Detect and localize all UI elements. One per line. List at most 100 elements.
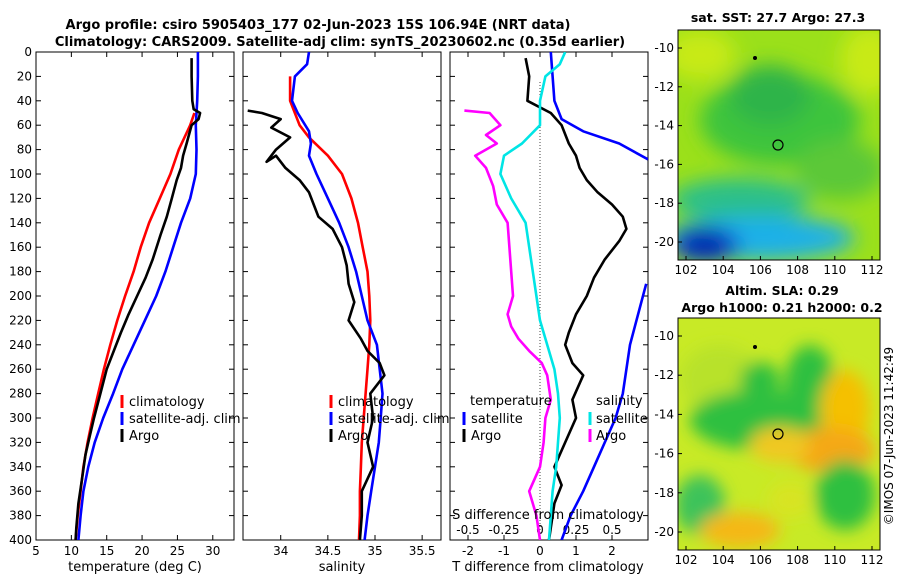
legend-label-t-satellite: satellite — [471, 412, 523, 427]
y-tick-label: 360 — [9, 484, 32, 498]
map-y-tick-label: -10 — [654, 41, 674, 55]
map-x-tick-label: 110 — [823, 553, 846, 567]
map-x-tick-label: 108 — [786, 553, 809, 567]
sla-map-title-line2: Argo h1000: 0.21 h2000: 0.2 — [681, 300, 882, 315]
y-tick-label: 80 — [17, 143, 32, 157]
credit-text: ©IMOS 07-Jun-2023 11:42:49 — [882, 347, 896, 525]
legend-label-satellite: satellite-adj. clim — [129, 412, 241, 427]
map-y-tick-label: -12 — [654, 80, 674, 94]
x-tick-label: -1 — [498, 544, 510, 558]
map-x-tick-label: 104 — [712, 263, 735, 277]
map-x-tick-label: 110 — [823, 263, 846, 277]
y-tick-label: 320 — [9, 435, 32, 449]
float-track-dot — [753, 345, 757, 349]
map-y-tick-label: -20 — [654, 235, 674, 249]
y-tick-label: 160 — [9, 240, 32, 254]
sst-map: sat. SST: 27.7 Argo: 27.3 102 104 106 108 11… — [654, 10, 884, 277]
series-line-satellite-adj-clim — [77, 52, 200, 540]
series-line-t-argo — [524, 57, 628, 540]
s-tick-label: -0.5 — [456, 523, 479, 537]
map-y-tick-label: -12 — [654, 368, 674, 382]
y-tick-label: 140 — [9, 216, 32, 230]
y-tick-label: 300 — [9, 411, 32, 425]
y-tick-label: 180 — [9, 265, 32, 279]
y-tick-label: 40 — [17, 94, 32, 108]
y-tick-label: 400 — [9, 533, 32, 547]
difference-legend: temperature satellite Argo salinity sate… — [462, 394, 648, 444]
x-tick-label: 5 — [32, 544, 40, 558]
y-tick-label: 200 — [9, 289, 32, 303]
map-y-tick-label: -20 — [654, 525, 674, 539]
temperature-legend: climatology satellite-adj. clim Argo — [120, 395, 241, 444]
y-tick-label: 380 — [9, 509, 32, 523]
series-group — [247, 52, 386, 540]
y-tick-label: 220 — [9, 313, 32, 327]
figure-title-line1: Argo profile: csiro 5905403_177 02-Jun-2… — [66, 18, 571, 33]
map-x-tick-label: 106 — [749, 263, 772, 277]
x-tick-label: 2 — [608, 544, 616, 558]
x-tick-label: 35 — [367, 544, 382, 558]
plot-frame — [35, 51, 235, 541]
legend-label-climatology: climatology — [129, 395, 205, 410]
series-line-argo — [247, 109, 386, 540]
map-x-tick-label: 102 — [675, 263, 698, 277]
series-line-t-satellite — [549, 52, 648, 161]
x-tick-label: 35.5 — [409, 544, 436, 558]
x-tick-label: 15 — [99, 544, 114, 558]
map-y-tick-label: -14 — [654, 119, 674, 133]
salinity-panel: 34 34.5 35 35.5 — [242, 51, 442, 558]
y-tick-label: 240 — [9, 338, 32, 352]
map-x-tick-label: 104 — [712, 553, 735, 567]
x-tick-label: 20 — [134, 544, 149, 558]
legend-header-temperature: temperature — [470, 394, 552, 409]
legend-header-salinity: salinity — [596, 394, 643, 409]
s-tick-label: 0.5 — [602, 523, 621, 537]
map-y-tick-label: -18 — [654, 196, 674, 210]
y-tick-label: 280 — [9, 387, 32, 401]
sst-map-title: sat. SST: 27.7 Argo: 27.3 — [691, 10, 865, 25]
x-tick-label: 10 — [64, 544, 79, 558]
y-tick-label: 20 — [17, 69, 32, 83]
temperature-xlabel: temperature (deg C) — [68, 560, 202, 575]
legend-label-t-argo: Argo — [471, 429, 501, 444]
x-tick-label: -2 — [462, 544, 474, 558]
sla-map: Altim. SLA: 0.29 Argo h1000: 0.21 h2000:… — [654, 283, 883, 567]
difference-xlabel: T difference from climatology — [451, 560, 644, 575]
difference-xlabel-top: S difference from climatology — [452, 508, 644, 523]
temperature-panel: 0 20 40 60 80 100 120 140 160 180 200 220 240 260 280 3… — [9, 45, 235, 558]
argo-position-marker — [772, 139, 784, 151]
x-tick-label: 1 — [572, 544, 580, 558]
series-group — [74, 52, 202, 540]
legend-label-climatology: climatology — [338, 395, 414, 410]
sla-map-title-line1: Altim. SLA: 0.29 — [725, 283, 838, 298]
map-y-tick-label: -14 — [654, 407, 674, 421]
x-tick-label: 34 — [273, 544, 288, 558]
map-y-tick-label: -10 — [654, 329, 674, 343]
series-line-argo — [74, 58, 202, 540]
series-line-climatology — [288, 76, 372, 540]
y-tick-label: 340 — [9, 460, 32, 474]
map-y-tick-label: -16 — [654, 157, 674, 171]
figure-title-line2: Climatology: CARS2009. Satellite-adj cli… — [55, 35, 625, 50]
map-x-tick-label: 102 — [675, 553, 698, 567]
salinity-legend: climatology satellite-adj. clim Argo — [329, 395, 450, 444]
legend-label-s-argo: Argo — [596, 429, 626, 444]
float-track-dot — [753, 56, 757, 60]
series-line-s-satellite — [499, 52, 567, 540]
map-x-tick-label: 106 — [749, 553, 772, 567]
map-y-tick-label: -16 — [654, 447, 674, 461]
s-tick-label: -0.25 — [488, 523, 519, 537]
legend-label-satellite: satellite-adj. clim — [338, 412, 450, 427]
legend-label-argo: Argo — [129, 429, 159, 444]
series-line-s-argo — [464, 109, 553, 540]
map-x-tick-label: 112 — [861, 263, 884, 277]
series-group — [464, 52, 648, 540]
x-tick-label: 34.5 — [314, 544, 341, 558]
series-line-satellite-adj-clim — [290, 52, 384, 540]
argo-position-marker — [772, 428, 784, 440]
map-y-tick-label: -18 — [654, 486, 674, 500]
map-x-tick-label: 108 — [786, 263, 809, 277]
